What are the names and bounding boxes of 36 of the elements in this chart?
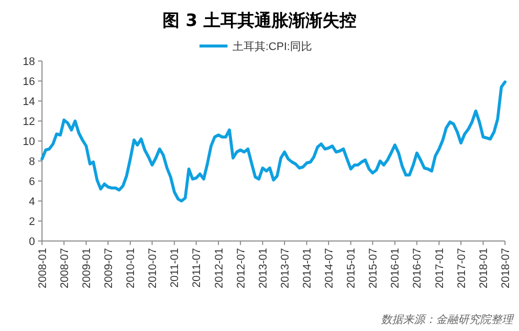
x-tick-label: 2011-01 xyxy=(169,248,182,288)
x-tick-label: 2013-01 xyxy=(257,248,270,288)
y-tick-label: 8 xyxy=(28,156,35,168)
y-tick-label: 4 xyxy=(28,196,35,208)
line-series xyxy=(40,80,506,202)
x-tick-label: 2015-01 xyxy=(346,248,358,288)
x-tick-label: 2014-01 xyxy=(302,248,314,288)
x-tick-label: 2016-01 xyxy=(390,248,402,288)
x-tick-label: 2015-07 xyxy=(367,248,380,288)
chart-title: 图 3 土耳其通胀渐渐失控 xyxy=(162,11,356,31)
x-tick-label: 2018-01 xyxy=(478,248,490,288)
source-note: 数据来源：金融研究院整理 xyxy=(381,313,515,326)
x-tick-label: 2012-07 xyxy=(235,248,248,288)
y-tick-label: 12 xyxy=(22,116,35,128)
x-tick-label: 2011-07 xyxy=(191,248,204,288)
y-tick-label: 18 xyxy=(22,56,35,68)
y-tick-label: 16 xyxy=(22,76,35,88)
x-tick-label: 2013-07 xyxy=(279,248,292,288)
x-tick-label: 2010-01 xyxy=(125,248,138,288)
x-tick-label: 2014-07 xyxy=(323,248,336,288)
y-tick-label: 10 xyxy=(22,136,35,148)
x-tick-label: 2017-01 xyxy=(434,248,446,288)
x-tick-label: 2009-01 xyxy=(81,248,94,288)
y-tick-label: 6 xyxy=(28,176,35,188)
x-tick-label: 2008-01 xyxy=(36,248,49,288)
y-tick-label: 14 xyxy=(22,96,35,108)
x-tick-label: 2018-07 xyxy=(500,248,512,288)
legend-label: 土耳其:CPI:同比 xyxy=(232,40,312,53)
x-tick-label: 2010-07 xyxy=(146,248,159,288)
y-tick-label: 0 xyxy=(28,236,35,248)
x-tick-label: 2017-07 xyxy=(456,248,468,288)
x-tick-label: 2009-07 xyxy=(102,248,115,288)
x-tick-label: 2012-01 xyxy=(213,248,226,288)
x-tick-label: 2008-07 xyxy=(58,248,71,288)
y-tick-label: 2 xyxy=(28,216,35,228)
x-tick-label: 2016-07 xyxy=(412,248,424,288)
